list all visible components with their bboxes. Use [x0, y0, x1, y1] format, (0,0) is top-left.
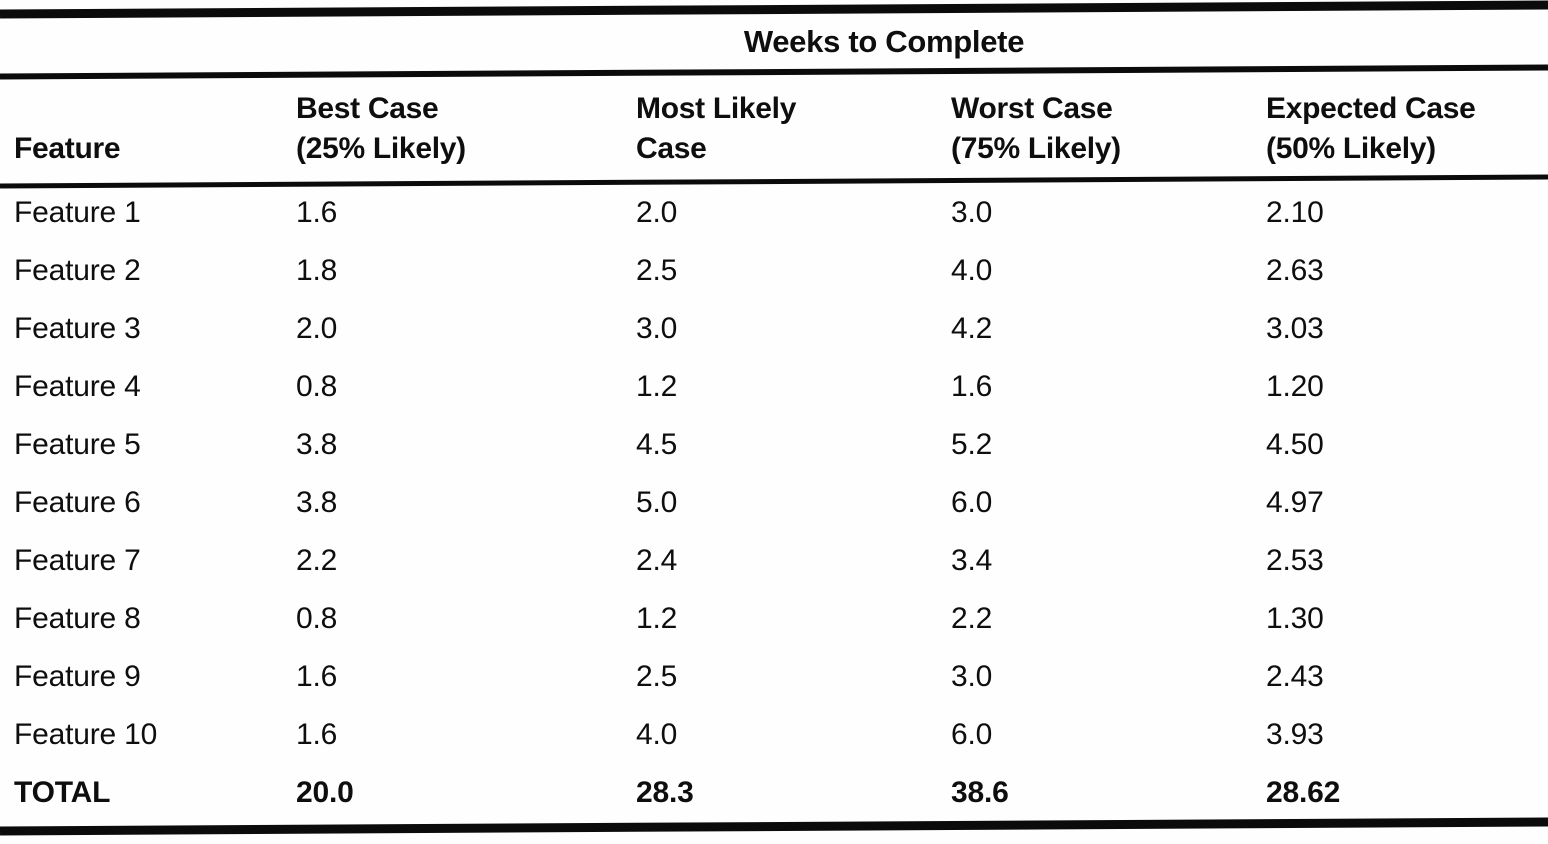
cell-feature: Feature 5 [14, 428, 141, 461]
cell-worst-case: 3.4 [951, 544, 993, 577]
cell-most-likely: 4.0 [636, 718, 678, 751]
cell-best-case: 3.8 [296, 428, 338, 461]
table-row: Feature 3 2.0 3.0 4.2 3.03 [0, 300, 1548, 358]
cell-feature: Feature 9 [14, 660, 141, 693]
cell-feature: Feature 4 [14, 370, 141, 403]
cell-worst-case: 4.0 [951, 254, 993, 287]
cell-best-case: 1.8 [296, 254, 338, 287]
cell-best-case: 0.8 [296, 602, 338, 635]
cell-most-likely: 3.0 [636, 312, 678, 345]
cell-most-likely: 4.5 [636, 428, 678, 461]
worst-case-line1: Worst Case [951, 92, 1113, 125]
cell-expected-case: 4.97 [1266, 486, 1324, 519]
expected-case-line1: Expected Case [1266, 92, 1476, 125]
cell-worst-case: 4.2 [951, 312, 993, 345]
table-row: Feature 1 1.6 2.0 3.0 2.10 [0, 184, 1548, 242]
cell-feature: Feature 3 [14, 312, 141, 345]
table-row: Feature 9 1.6 2.5 3.0 2.43 [0, 648, 1548, 706]
cell-expected-case: 1.20 [1266, 370, 1324, 403]
cell-most-likely: 2.5 [636, 254, 678, 287]
cell-feature: Feature 1 [14, 196, 141, 229]
column-header-most-likely: Most Likely Case [636, 89, 951, 169]
table-row: Feature 7 2.2 2.4 3.4 2.53 [0, 532, 1548, 590]
cell-best-case: 1.6 [296, 196, 338, 229]
total-most-likely: 28.3 [636, 776, 694, 809]
cell-most-likely: 1.2 [636, 370, 678, 403]
cell-worst-case: 2.2 [951, 602, 993, 635]
cell-best-case: 2.2 [296, 544, 338, 577]
cell-expected-case: 2.10 [1266, 196, 1324, 229]
total-best-case: 20.0 [296, 776, 354, 809]
cell-worst-case: 6.0 [951, 486, 993, 519]
column-header-feature-label: Feature [14, 132, 121, 165]
table-row: Feature 2 1.8 2.5 4.0 2.63 [0, 242, 1548, 300]
table-row: Feature 10 1.6 4.0 6.0 3.93 [0, 706, 1548, 764]
column-header-feature: Feature [14, 129, 296, 169]
cell-expected-case: 3.03 [1266, 312, 1324, 345]
cell-best-case: 2.0 [296, 312, 338, 345]
cell-expected-case: 2.63 [1266, 254, 1324, 287]
cell-most-likely: 2.4 [636, 544, 678, 577]
table-title: Weeks to Complete [743, 23, 1025, 59]
cell-feature: Feature 2 [14, 254, 141, 287]
best-case-line1: Best Case [296, 92, 439, 125]
table-row: Feature 8 0.8 1.2 2.2 1.30 [0, 590, 1548, 648]
total-worst-case: 38.6 [951, 776, 1009, 809]
table-row: Feature 4 0.8 1.2 1.6 1.20 [0, 358, 1548, 416]
cell-feature: Feature 10 [14, 718, 158, 751]
expected-case-line2: (50% Likely) [1266, 132, 1436, 165]
column-header-best-case: Best Case (25% Likely) [296, 89, 636, 169]
cell-expected-case: 3.93 [1266, 718, 1324, 751]
cell-worst-case: 3.0 [951, 660, 993, 693]
cell-best-case: 1.6 [296, 660, 338, 693]
total-label: TOTAL [14, 776, 111, 809]
table-header-row: Feature Best Case (25% Likely) Most Like… [0, 75, 1548, 179]
best-case-line2: (25% Likely) [296, 132, 466, 165]
cell-expected-case: 2.53 [1266, 544, 1324, 577]
cell-feature: Feature 8 [14, 602, 141, 635]
worst-case-line2: (75% Likely) [951, 132, 1121, 165]
most-likely-line2: Case [636, 132, 707, 165]
cell-feature: Feature 6 [14, 486, 141, 519]
column-header-worst-case: Worst Case (75% Likely) [951, 89, 1266, 169]
cell-expected-case: 1.30 [1266, 602, 1324, 635]
cell-best-case: 3.8 [296, 486, 338, 519]
cell-worst-case: 3.0 [951, 196, 993, 229]
cell-most-likely: 2.0 [636, 196, 678, 229]
cell-most-likely: 5.0 [636, 486, 678, 519]
most-likely-line1: Most Likely [636, 92, 797, 125]
cell-worst-case: 6.0 [951, 718, 993, 751]
cell-worst-case: 5.2 [951, 428, 993, 461]
table-title-row: Weeks to Complete [0, 14, 1548, 69]
cell-feature: Feature 7 [14, 544, 141, 577]
column-header-expected-case: Expected Case (50% Likely) [1266, 89, 1548, 169]
table-total-row: TOTAL 20.0 28.3 38.6 28.62 [0, 764, 1548, 822]
cell-best-case: 1.6 [296, 718, 338, 751]
cell-expected-case: 2.43 [1266, 660, 1324, 693]
cell-expected-case: 4.50 [1266, 428, 1324, 461]
total-expected-case: 28.62 [1266, 776, 1341, 809]
table-row: Feature 6 3.8 5.0 6.0 4.97 [0, 474, 1548, 532]
cell-most-likely: 2.5 [636, 660, 678, 693]
cell-most-likely: 1.2 [636, 602, 678, 635]
table-row: Feature 5 3.8 4.5 5.2 4.50 [0, 416, 1548, 474]
cell-best-case: 0.8 [296, 370, 338, 403]
cell-worst-case: 1.6 [951, 370, 993, 403]
